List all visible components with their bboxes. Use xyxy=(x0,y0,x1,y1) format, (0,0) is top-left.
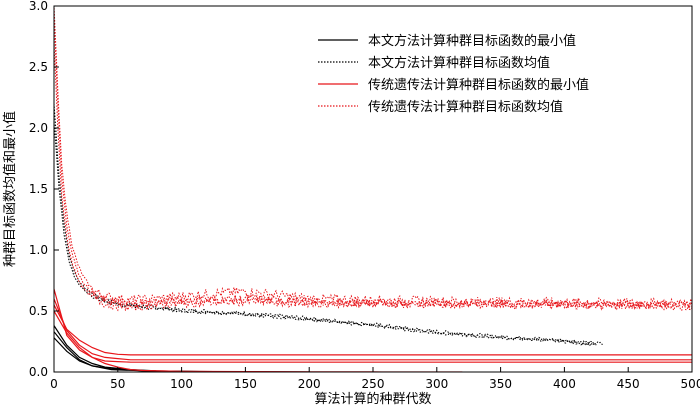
y-tick-label: 2.5 xyxy=(29,60,48,74)
y-tick-label: 3.0 xyxy=(29,0,48,13)
legend-label: 传统遗传法计算种群目标函数的最小值 xyxy=(368,77,589,93)
x-tick-label: 500 xyxy=(681,377,700,391)
x-tick-label: 150 xyxy=(234,377,257,391)
x-tick-label: 100 xyxy=(170,377,193,391)
x-axis-label: 算法计算的种群代数 xyxy=(314,391,431,407)
series-line-7 xyxy=(54,304,692,356)
series-line-5 xyxy=(54,121,597,347)
y-tick-label: 0.0 xyxy=(29,365,48,379)
x-tick-label: 400 xyxy=(553,377,576,391)
legend: 本文方法计算种群目标函数的最小值本文方法计算种群目标函数均值传统遗传法计算种群目… xyxy=(318,33,589,115)
ticks-layer: 0 50 100 150 200 250 300 350 400 450 500 0.0 0.5 1.0 1… xyxy=(29,0,700,391)
x-tick-label: 50 xyxy=(110,377,125,391)
legend-label: 传统遗传法计算种群目标函数均值 xyxy=(368,99,563,115)
x-tick-label: 200 xyxy=(298,377,321,391)
y-tick-label: 2.0 xyxy=(29,121,48,135)
series-line-6 xyxy=(54,310,463,372)
x-tick-label: 350 xyxy=(489,377,512,391)
x-tick-label: 250 xyxy=(362,377,385,391)
series-line-1 xyxy=(54,325,310,372)
series-line-10 xyxy=(54,6,692,309)
series-line-9 xyxy=(54,288,692,363)
series-line-4 xyxy=(54,103,603,346)
y-tick-label: 1.5 xyxy=(29,182,48,196)
y-tick-label: 0.5 xyxy=(29,304,48,318)
legend-label: 本文方法计算种群目标函数均值 xyxy=(368,55,550,71)
series-line-8 xyxy=(54,298,692,361)
x-tick-label: 0 xyxy=(50,377,58,391)
x-tick-label: 450 xyxy=(617,377,640,391)
y-tick-label: 1.0 xyxy=(29,243,48,257)
x-tick-label: 300 xyxy=(425,377,448,391)
legend-label: 本文方法计算种群目标函数的最小值 xyxy=(368,33,576,49)
y-axis-label: 种群目标函数均值和最小值 xyxy=(2,111,18,267)
